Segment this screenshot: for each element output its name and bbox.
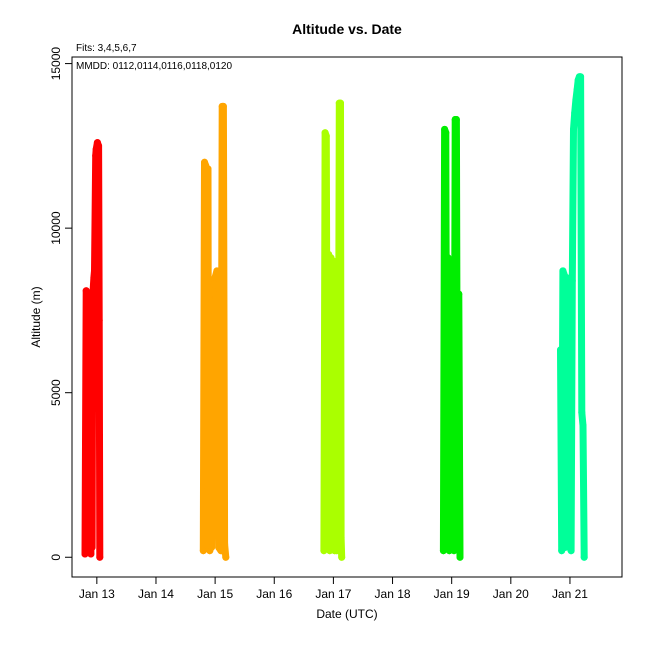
series-2-point [219,102,227,110]
series-2-point [217,547,225,555]
series-3-point [334,543,342,551]
series-3-point [322,132,330,140]
series-4-point [444,254,452,262]
series-5-point [571,109,579,117]
series-3 [320,99,346,561]
series-4-point [452,116,460,123]
series-2-point [203,487,211,495]
series-4-point [442,129,450,137]
chart-title: Altitude vs. Date [292,21,402,37]
series-4-point [455,290,463,298]
x-tick-label: Jan 15 [197,587,233,601]
series-1-point [87,550,95,558]
series-1-point [88,543,96,551]
series-4-point [456,553,464,561]
series-1-line [81,139,104,561]
series-1-point [95,316,103,324]
series-4-point [449,274,457,281]
series-5-point [568,277,576,285]
series-3-point [337,99,344,107]
x-tick-label: Jan 21 [552,587,588,601]
series-1-point [96,553,104,561]
x-axis-label: Date (UTC) [316,607,377,621]
series-5-point [578,408,586,416]
series-5-point [562,274,570,281]
x-tick-label: Jan 14 [138,587,174,601]
x-tick-label: Jan 19 [434,587,470,601]
series-4-line [439,116,464,561]
series-1-point [89,293,97,301]
series-5-point [570,125,577,133]
series-5-point [579,422,587,430]
series-1-point [91,267,98,275]
series-1-point [90,274,98,281]
series-2-point [204,165,212,173]
series-3-point [338,553,346,561]
y-tick-label: 15000 [49,47,63,81]
series-2-line [199,102,230,561]
series-5-point [580,553,588,561]
series-4-point [447,260,454,268]
series-2-point [222,553,230,561]
series-2 [199,102,230,561]
series-2-point [221,540,229,548]
series-2-point [210,280,218,288]
series-4-point [454,543,462,551]
fits-annotation: Fits: 3,4,5,6,7 [76,43,137,54]
x-axis: Jan 13 Jan 14 Jan 15 Jan 16 Jan 17 Jan 18 Jan … [79,577,588,601]
series-3-point [329,257,337,265]
series-3-line [320,99,346,561]
series-1 [81,139,104,561]
series-1-point [95,142,103,150]
x-tick-label: Jan 13 [79,587,115,601]
series-2-point [209,287,217,295]
x-tick-label: Jan 18 [375,587,411,601]
y-tick-label: 10000 [49,211,63,245]
series-2-point [211,274,219,281]
mmdd-annotation: MMDD: 0112,0114,0116,0118,0120 [76,61,232,72]
series-5-line [557,73,588,561]
plot-frame [71,56,623,578]
series-2-point [213,267,221,275]
x-tick-label: Jan 17 [315,587,351,601]
y-axis-label: Altitude (m) [29,286,43,347]
x-tick-label: Jan 20 [493,587,529,601]
series-5-point [572,96,580,104]
series-5-point [557,346,564,354]
series-5 [557,73,588,561]
series-3-point [337,534,345,541]
series-5-point [577,73,585,81]
y-tick-label: 5000 [49,379,63,406]
plot-marks [81,73,588,561]
y-axis: 0 5000 10000 15000 [49,47,72,561]
series-2-point [208,543,216,551]
y-tick-label: 0 [49,554,63,561]
series-2-point [199,547,207,555]
series-4 [439,116,464,561]
series-5-point [573,86,581,94]
x-tick-label: Jan 16 [256,587,292,601]
series-1-point [92,152,100,160]
series-5-point [567,547,575,555]
